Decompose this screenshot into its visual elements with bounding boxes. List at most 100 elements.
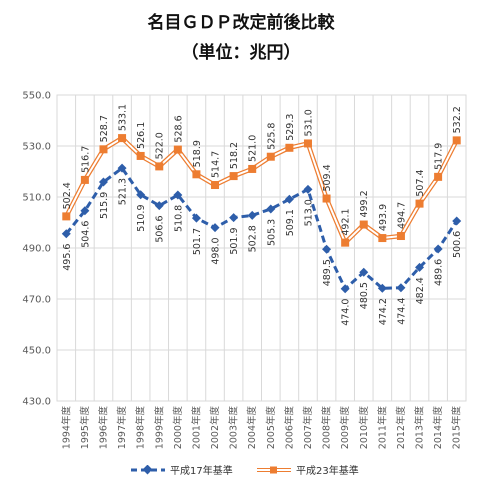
data-label-series-2: 499.2 [359,190,370,217]
square-marker [266,152,275,161]
data-label-series-2: 493.9 [378,204,389,231]
x-tick-label: 2006年度 [283,406,295,450]
data-label-series-1: 510.8 [173,205,184,232]
x-tick-label: 2002年度 [209,406,221,450]
square-marker [211,181,220,190]
data-label-series-2: 492.1 [341,208,352,235]
data-label-series-2: 522.0 [155,132,166,159]
x-tick-label: 2007年度 [302,406,314,450]
data-label-series-2: 528.6 [173,115,184,142]
x-tick-label: 2009年度 [339,406,351,450]
legend-item-series-2: 平成23年基準 [256,462,359,477]
diamond-marker [191,213,201,223]
x-tick-label: 2015年度 [451,406,463,450]
diamond-marker [284,194,294,204]
x-tick-label: 2001年度 [190,406,202,450]
square-marker [173,145,182,154]
diamond-marker [136,190,146,200]
data-label-series-2: 533.1 [118,104,129,131]
square-marker [285,143,294,152]
data-label-series-1: 513.0 [303,199,314,226]
data-label-series-1: 515.9 [99,192,110,219]
data-label-series-2: 494.7 [396,202,407,229]
legend-label-series-1: 平成17年基準 [170,466,233,477]
data-label-series-1: 498.0 [211,237,222,264]
diamond-marker [61,229,71,239]
legend-item-series-1: 平成17年基準 [130,462,233,477]
diamond-marker [173,190,183,200]
diamond-marker [303,184,313,194]
square-marker [136,151,145,160]
diamond-marker [210,223,220,233]
square-marker [99,145,108,154]
data-label-series-2: 528.7 [99,115,110,142]
y-tick-label: 470.0 [22,295,51,306]
y-tick-label: 530.0 [22,142,51,153]
diamond-marker [266,204,276,214]
x-tick-label: 2008年度 [321,406,333,450]
square-marker [155,162,164,171]
data-label-series-1: 501.9 [229,227,240,254]
data-label-series-1: 500.6 [452,231,463,258]
diamond-marker [117,163,127,173]
data-label-series-2: 521.0 [248,135,259,162]
data-label-series-1: 521.3 [118,178,129,205]
data-label-series-2: 509.4 [322,164,333,191]
square-marker [396,232,405,241]
x-tick-label: 2012年度 [395,406,407,450]
data-label-series-2: 507.4 [415,169,426,196]
series-line-dashed [65,166,458,291]
data-label-series-1: 506.6 [155,215,166,242]
x-tick-label: 1998年度 [135,406,147,450]
diamond-marker [247,210,257,220]
square-marker [434,172,443,181]
x-tick-label: 2003年度 [228,406,240,450]
data-label-series-2: 532.2 [452,106,463,133]
data-label-series-1: 495.6 [62,244,73,271]
x-tick-label: 2014年度 [432,406,444,450]
data-label-series-2: 525.8 [266,123,277,150]
x-tick-label: 2000年度 [172,406,184,450]
square-marker [118,134,127,143]
data-label-series-2: 529.3 [285,114,296,141]
data-label-series-2: 518.2 [229,142,240,169]
diamond-marker [154,201,164,211]
data-label-series-2: 526.1 [136,122,147,149]
data-label-series-2: 502.4 [62,182,73,209]
data-label-series-2: 518.9 [192,140,203,167]
data-label-series-2: 514.7 [211,151,222,178]
diamond-marker [359,267,369,277]
square-marker [341,238,350,247]
square-marker [62,212,71,221]
data-label-series-1: 510.9 [136,205,147,232]
diamond-marker [340,284,350,294]
x-tick-label: 2013年度 [414,406,426,450]
y-tick-label: 450.0 [22,346,51,357]
square-marker [248,164,257,173]
data-label-series-2: 531.0 [303,109,314,136]
diamond-marker [433,244,443,254]
square-marker [192,170,201,179]
diamond-marker [80,206,90,216]
data-label-series-1: 480.5 [359,282,370,309]
data-label-series-1: 505.3 [266,219,277,246]
data-label-series-1: 489.6 [434,259,445,286]
x-tick-label: 1999年度 [153,406,165,450]
square-marker [378,234,387,243]
data-label-series-1: 474.4 [396,298,407,325]
diamond-marker [377,283,387,293]
x-tick-label: 1994年度 [60,406,72,450]
x-tick-label: 2005年度 [265,406,277,450]
data-label-series-1: 502.8 [248,225,259,252]
chart-title: 名目ＧＤＰ改定前後比較 [147,13,335,33]
x-tick-label: 2010年度 [358,406,370,450]
series-line-inner [65,137,458,244]
data-label-series-1: 501.7 [192,228,203,255]
square-marker [452,136,461,145]
data-label-series-1: 482.4 [415,277,426,304]
x-tick-label: 2004年度 [246,406,258,450]
diamond-marker [322,244,332,254]
data-label-series-1: 504.6 [80,221,91,248]
diamond-marker [229,213,239,223]
